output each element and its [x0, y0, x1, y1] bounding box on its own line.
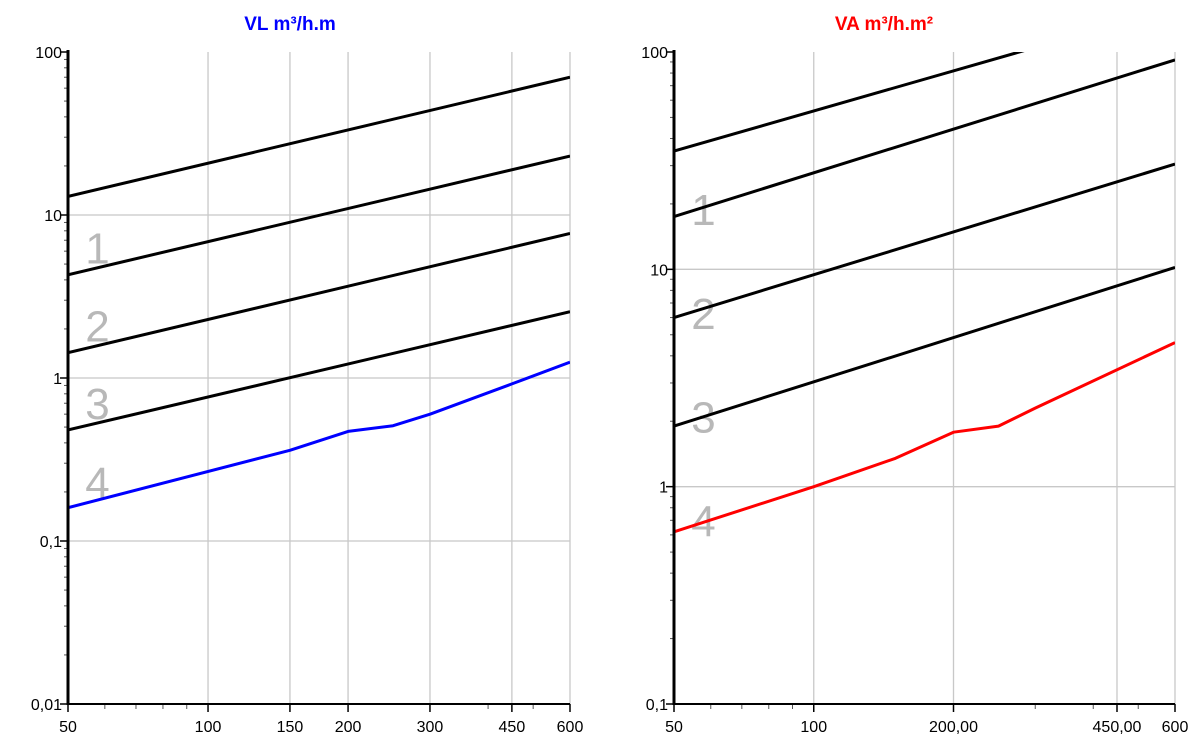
x-tick-label: 450: [499, 719, 526, 736]
x-tick-label: 200: [335, 719, 362, 736]
x-tick-label: 450,00: [1093, 719, 1142, 736]
x-tick-label: 150: [277, 719, 304, 736]
x-tick-label: 50: [665, 719, 683, 736]
reference-lines: [674, 52, 1175, 534]
reference-line-1: [674, 52, 1025, 153]
x-tick-label: 200,00: [929, 719, 978, 736]
reference-line-2: [68, 154, 570, 277]
chart-va: VA m³/h.m²12340,111010050100200,00450,00…: [641, 14, 1188, 736]
reference-line-2: [674, 58, 1175, 218]
y-tick-label: 10: [44, 208, 62, 225]
x-tick-label: 300: [417, 719, 444, 736]
y-tick-label: 100: [35, 45, 62, 62]
reference-line-1: [68, 75, 570, 198]
reference-line-3: [674, 162, 1175, 319]
y-tick-label: 0,1: [646, 697, 668, 714]
reference-line-3: [68, 232, 570, 355]
x-tick-label: 100: [195, 719, 222, 736]
x-tick-label: 100: [800, 719, 827, 736]
x-tick-label: 50: [59, 719, 77, 736]
y-tick-label: 0,01: [31, 697, 62, 714]
reference-line-4: [674, 266, 1175, 428]
y-tick-label: 0,1: [40, 534, 62, 551]
x-tick-label: 600: [1162, 719, 1189, 736]
y-tick-label: 1: [53, 371, 62, 388]
chart-title: VL m³/h.m: [244, 14, 336, 35]
y-tick-label: 10: [650, 262, 668, 279]
zone-label-2: 2: [691, 290, 715, 339]
chart-title: VA m³/h.m²: [835, 14, 933, 35]
reference-line-4: [68, 310, 570, 432]
y-tick-label: 100: [641, 45, 668, 62]
series-line-1: [674, 341, 1175, 534]
x-tick-label: 600: [557, 719, 584, 736]
reference-lines: [68, 75, 570, 510]
series-line-1: [68, 360, 570, 510]
y-tick-label: 1: [659, 480, 668, 497]
